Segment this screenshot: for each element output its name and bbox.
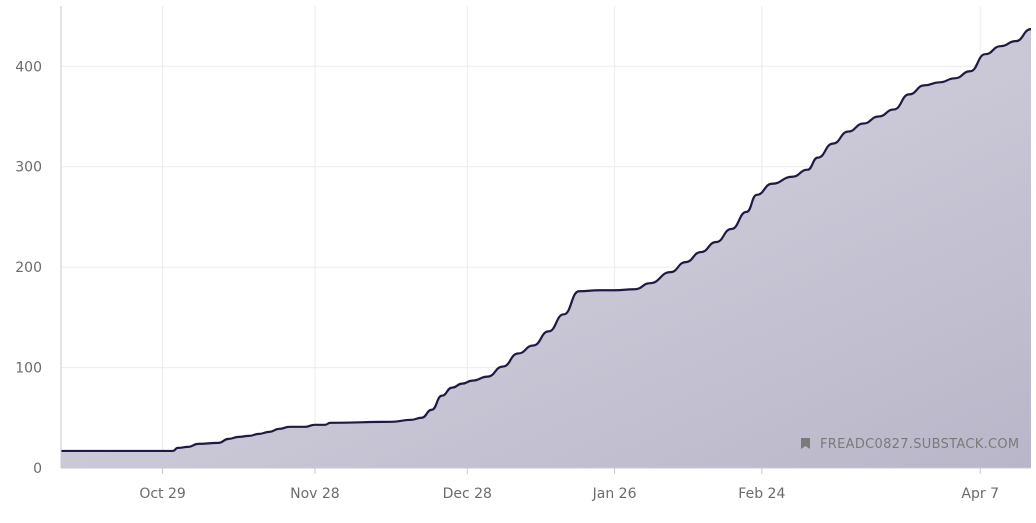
area-series [60, 28, 1032, 468]
x-axis-labels: Oct 29 Nov 28 Dec 28 Jan 26 Feb 24 Apr 7 [139, 486, 999, 502]
axes [60, 6, 1031, 474]
watermark-text: FREADC0827.SUBSTACK.COM [820, 437, 1019, 452]
y-axis-labels: 0 100 200 300 400 [15, 59, 42, 477]
watermark: FREADC0827.SUBSTACK.COM [801, 437, 1019, 452]
bookmark-icon [801, 438, 810, 449]
x-tick-label: Jan 26 [592, 486, 637, 502]
y-tick-label: 300 [15, 160, 42, 176]
x-tick-label: Oct 29 [139, 486, 185, 502]
series-area-fill [61, 29, 1031, 468]
x-tick-label: Dec 28 [443, 486, 492, 502]
y-tick-label: 200 [15, 260, 42, 276]
series-line [61, 28, 1032, 453]
y-tick-label: 0 [33, 461, 42, 477]
y-tick-label: 400 [15, 59, 42, 75]
x-tick-label: Nov 28 [290, 486, 340, 502]
y-tick-label: 100 [15, 361, 42, 377]
x-tick-label: Apr 7 [961, 486, 999, 502]
x-tick-label: Feb 24 [738, 486, 785, 502]
